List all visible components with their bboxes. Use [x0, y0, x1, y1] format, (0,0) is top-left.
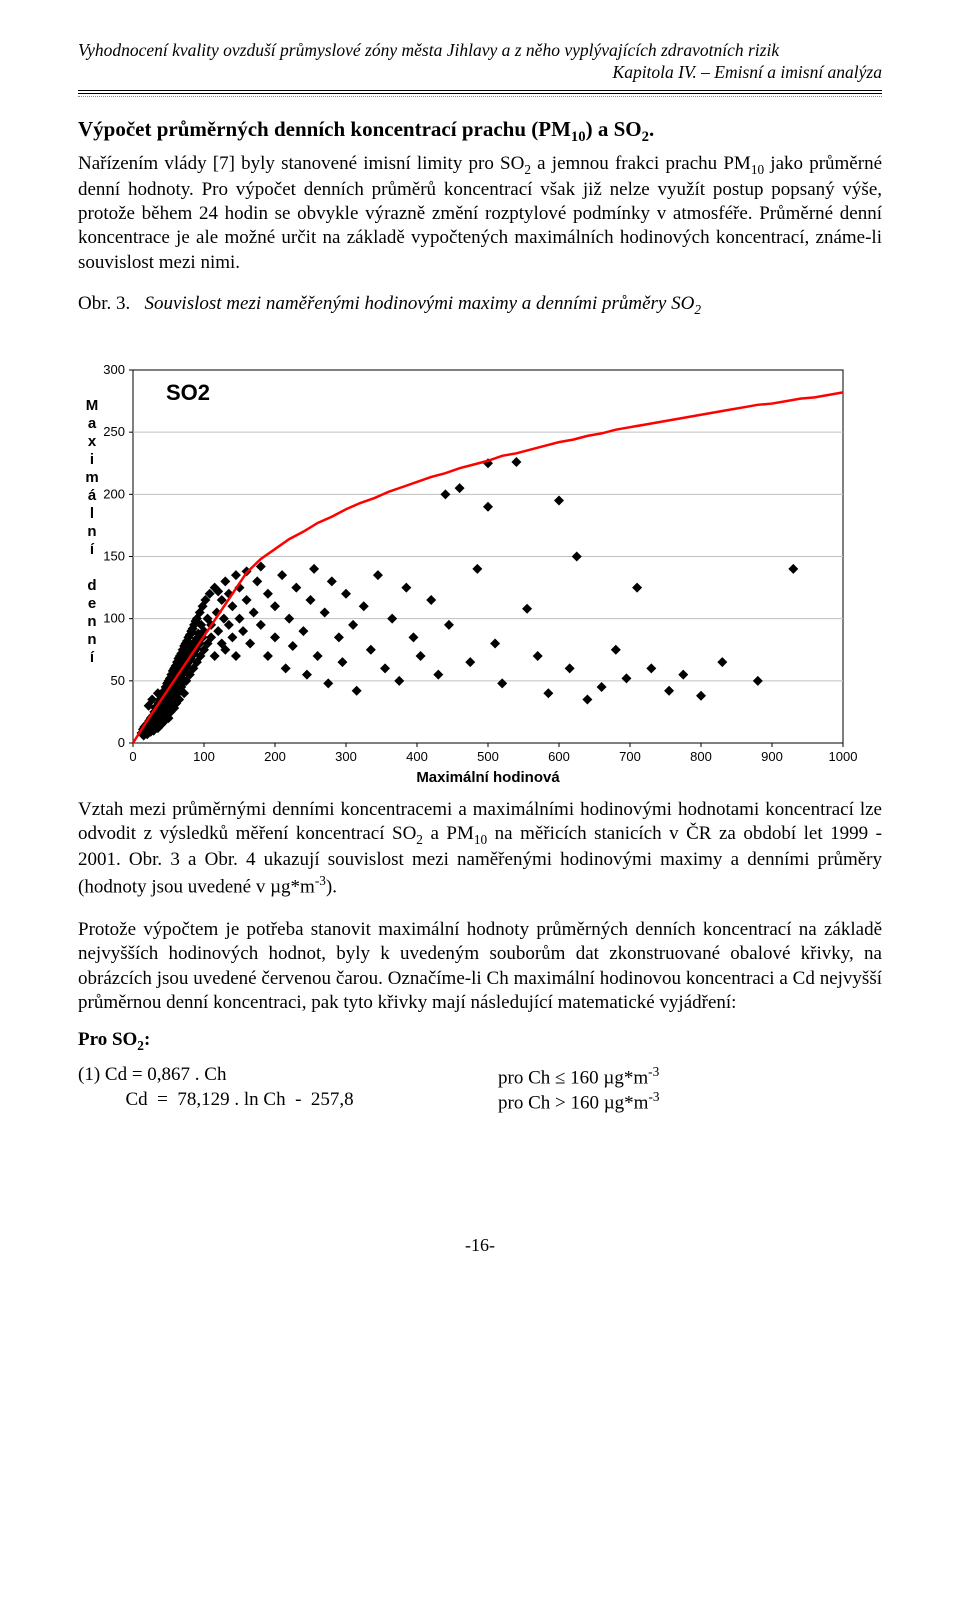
formula-block: Pro SO2: (1) Cd = 0,867 . Ch pro Ch ≤ 16… — [78, 1029, 882, 1114]
svg-text:Maximální hodinová: Maximální hodinová — [416, 769, 560, 786]
svg-text:a: a — [88, 415, 97, 432]
svg-text:800: 800 — [690, 749, 712, 764]
svg-text:0: 0 — [129, 749, 136, 764]
paragraph-3: Protože výpočtem je potřeba stanovit max… — [78, 918, 882, 1015]
svg-text:300: 300 — [103, 362, 125, 377]
svg-text:d: d — [87, 577, 96, 594]
svg-text:400: 400 — [406, 749, 428, 764]
formula-2-lhs: Cd = 78,129 . ln Ch - 257,8 — [78, 1089, 498, 1114]
svg-text:200: 200 — [264, 749, 286, 764]
svg-text:500: 500 — [477, 749, 499, 764]
svg-text:n: n — [87, 523, 96, 540]
page-number: -16- — [78, 1235, 882, 1256]
paragraph-2: Vztah mezi průměrnými denními koncentrac… — [78, 798, 882, 900]
so2-scatter-chart: 0 50 100 150 200 250 300 0 100 200 300 400 500 600 700… — [78, 358, 858, 788]
header-title: Vyhodnocení kvality ovzduší průmyslové z… — [78, 40, 882, 62]
svg-text:m: m — [85, 469, 98, 486]
svg-text:í: í — [90, 649, 95, 666]
section-heading: Výpočet průměrných denních koncentrací p… — [78, 117, 882, 146]
svg-text:150: 150 — [103, 548, 125, 563]
svg-text:x: x — [88, 433, 97, 450]
svg-text:n: n — [87, 631, 96, 648]
svg-text:700: 700 — [619, 749, 641, 764]
page-header: Vyhodnocení kvality ovzduší průmyslové z… — [78, 40, 882, 97]
svg-text:250: 250 — [103, 424, 125, 439]
svg-text:50: 50 — [111, 673, 125, 688]
formula-1-lhs: (1) Cd = 0,867 . Ch — [78, 1064, 498, 1089]
svg-text:1000: 1000 — [829, 749, 858, 764]
svg-text:200: 200 — [103, 486, 125, 501]
svg-text:e: e — [88, 595, 96, 612]
formula-2-rhs: pro Ch > 160 µg*m-3 — [498, 1089, 882, 1114]
formula-1-rhs: pro Ch ≤ 160 µg*m-3 — [498, 1064, 882, 1089]
svg-text:900: 900 — [761, 749, 783, 764]
svg-text:n: n — [87, 613, 96, 630]
svg-text:100: 100 — [193, 749, 215, 764]
svg-text:600: 600 — [548, 749, 570, 764]
svg-text:SO2: SO2 — [166, 380, 210, 405]
figure-caption: Obr. 3. Souvislost mezi naměřenými hodin… — [78, 293, 882, 318]
svg-text:í: í — [90, 541, 95, 558]
svg-text:300: 300 — [335, 749, 357, 764]
svg-text:M: M — [86, 397, 99, 414]
svg-text:100: 100 — [103, 610, 125, 625]
svg-text:l: l — [90, 505, 94, 522]
svg-text:0: 0 — [118, 735, 125, 750]
svg-text:á: á — [88, 487, 97, 504]
paragraph-1: Nařízením vlády [7] byly stanovené imisn… — [78, 152, 882, 275]
svg-text:i: i — [90, 451, 94, 468]
header-chapter: Kapitola IV. – Emisní a imisní analýza — [78, 62, 882, 84]
